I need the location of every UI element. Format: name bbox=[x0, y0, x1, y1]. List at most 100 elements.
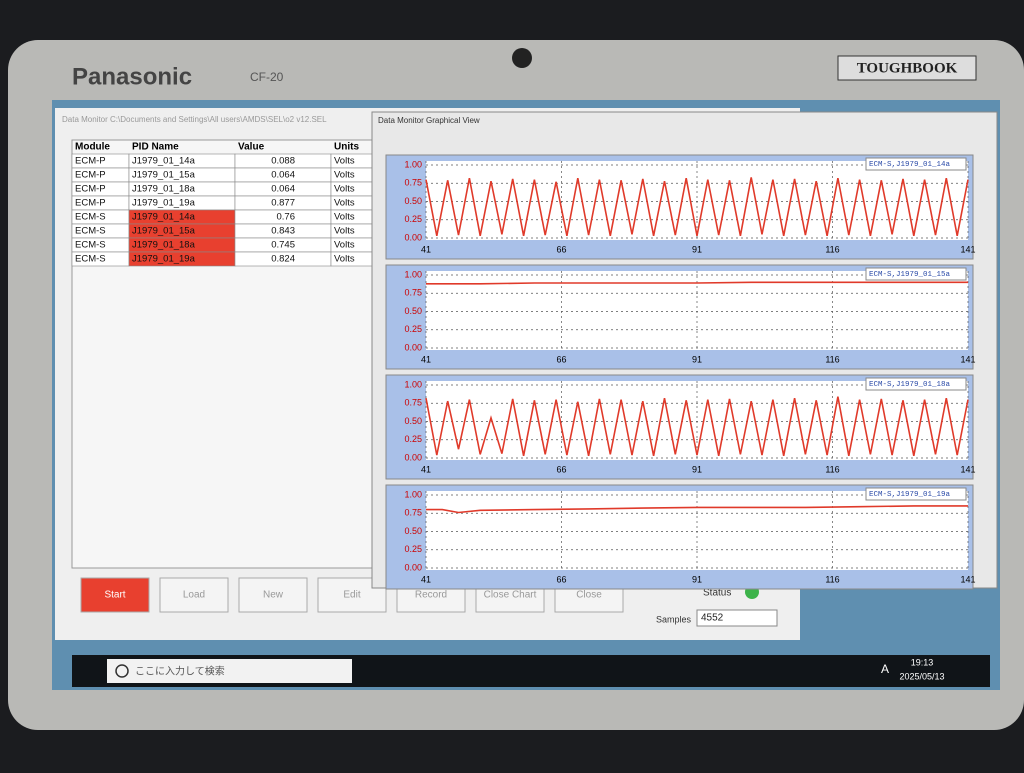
model: CF-20 bbox=[250, 70, 284, 84]
series-line bbox=[425, 396, 969, 456]
table-cell-text: Volts bbox=[334, 212, 355, 223]
table-cell-text: J1979_01_15a bbox=[132, 170, 196, 181]
y-tick-label: 0.00 bbox=[404, 452, 422, 462]
x-tick-label: 91 bbox=[692, 464, 702, 474]
table-cell-text: 0.824 bbox=[271, 254, 295, 265]
y-tick-label: 0.25 bbox=[404, 214, 422, 224]
y-tick-label: 0.50 bbox=[404, 416, 422, 426]
table-cell-text: Volts bbox=[334, 170, 355, 181]
button[interactable] bbox=[80, 577, 150, 613]
badge: TOUGHBOOK bbox=[857, 60, 958, 76]
table-cell-text: J1979_01_19a bbox=[132, 254, 196, 265]
y-tick-label: 1.00 bbox=[404, 159, 422, 169]
legend-entry: ECM-S,J1979_01_14a bbox=[869, 161, 951, 169]
y-tick-label: 0.50 bbox=[404, 526, 422, 536]
x-tick-label: 91 bbox=[692, 354, 702, 364]
x-tick-label: 41 bbox=[421, 244, 431, 254]
table-cell-text: 0.088 bbox=[271, 156, 295, 167]
legend-entry: ECM-S,J1979_01_19a bbox=[869, 491, 951, 499]
table-cell-text: ECM-P bbox=[75, 198, 106, 209]
legend-box bbox=[865, 267, 967, 281]
y-tick-label: 0.25 bbox=[404, 434, 422, 444]
x-tick-label: 141 bbox=[960, 464, 975, 474]
x-tick-label: 66 bbox=[556, 244, 566, 254]
x-tick-label: 41 bbox=[421, 464, 431, 474]
y-tick-label: 0.25 bbox=[404, 544, 422, 554]
button-label: Record bbox=[415, 590, 447, 601]
legend-box bbox=[865, 377, 967, 391]
button-label: Load bbox=[183, 590, 205, 601]
x-tick-label: 91 bbox=[692, 574, 702, 584]
y-tick-label: 0.25 bbox=[404, 324, 422, 334]
x-tick-label: 116 bbox=[825, 244, 839, 254]
table-cell-text: 0.745 bbox=[271, 240, 295, 251]
search-icon bbox=[115, 664, 129, 678]
button-label: New bbox=[263, 590, 284, 601]
legend-entry: ECM-S,J1979_01_18a bbox=[869, 381, 951, 389]
brand: Panasonic bbox=[72, 63, 192, 90]
y-tick-label: 0.00 bbox=[404, 342, 422, 352]
main-title: Data Monitor C:\Documents and Settings\A… bbox=[62, 115, 327, 124]
x-tick-label: 116 bbox=[825, 464, 839, 474]
samples-label: Samples bbox=[656, 614, 692, 624]
legend-box bbox=[865, 157, 967, 171]
table-header: Module bbox=[75, 142, 110, 153]
badge-box bbox=[837, 55, 977, 81]
table-cell-text: 0.064 bbox=[271, 184, 295, 195]
table-cell-text: ECM-S bbox=[75, 240, 106, 251]
series-line bbox=[426, 281, 968, 285]
table-cell-text: 0.877 bbox=[271, 198, 295, 209]
button[interactable] bbox=[238, 577, 308, 613]
table-cell-text: Volts bbox=[334, 184, 355, 195]
series-line bbox=[426, 505, 968, 514]
table-cell-text: J1979_01_14a bbox=[132, 156, 196, 167]
y-tick-label: 0.75 bbox=[404, 178, 422, 188]
x-tick-label: 141 bbox=[960, 244, 975, 254]
table-cell-text: Volts bbox=[334, 156, 355, 167]
clock-date: 2025/05/13 bbox=[899, 671, 944, 681]
button[interactable] bbox=[159, 577, 229, 613]
table-cell-text: 0.064 bbox=[271, 170, 295, 181]
y-tick-label: 1.00 bbox=[404, 269, 422, 279]
table-cell-text: ECM-P bbox=[75, 184, 106, 195]
button-label: Close Chart bbox=[484, 590, 537, 601]
table-cell-text: J1979_01_18a bbox=[132, 184, 196, 195]
y-tick-label: 0.50 bbox=[404, 196, 422, 206]
series-line bbox=[425, 177, 969, 236]
camera bbox=[512, 48, 532, 68]
legend-entry: ECM-S,J1979_01_15a bbox=[869, 271, 951, 279]
search-box[interactable] bbox=[107, 659, 352, 683]
y-tick-label: 0.75 bbox=[404, 508, 422, 518]
x-tick-label: 141 bbox=[960, 574, 975, 584]
table-cell-text: 0.76 bbox=[277, 212, 296, 223]
y-tick-label: 0.00 bbox=[404, 232, 422, 242]
button-label: Close bbox=[576, 590, 602, 601]
button-label: Edit bbox=[343, 590, 360, 601]
search-text: ここに入力して検索 bbox=[135, 665, 225, 678]
table-cell-text: J1979_01_14a bbox=[132, 212, 196, 223]
ime: A bbox=[881, 662, 889, 676]
x-tick-label: 66 bbox=[556, 354, 566, 364]
x-tick-label: 41 bbox=[421, 574, 431, 584]
table-cell-text: Volts bbox=[334, 226, 355, 237]
x-tick-label: 41 bbox=[421, 354, 431, 364]
table-cell-text: ECM-P bbox=[75, 156, 106, 167]
y-tick-label: 0.75 bbox=[404, 288, 422, 298]
table-cell-text: ECM-P bbox=[75, 170, 106, 181]
button-label: Start bbox=[104, 590, 125, 601]
y-tick-label: 1.00 bbox=[404, 379, 422, 389]
table-cell-text: 0.843 bbox=[271, 226, 295, 237]
x-tick-label: 66 bbox=[556, 464, 566, 474]
y-tick-label: 1.00 bbox=[404, 489, 422, 499]
table-cell-text: Volts bbox=[334, 240, 355, 251]
status-label: Status bbox=[703, 588, 731, 599]
clock-time: 19:13 bbox=[911, 657, 934, 667]
x-tick-label: 91 bbox=[692, 244, 702, 254]
samples-value: 4552 bbox=[701, 613, 724, 624]
table-cell-text: J1979_01_15a bbox=[132, 226, 196, 237]
x-tick-label: 66 bbox=[556, 574, 566, 584]
y-tick-label: 0.75 bbox=[404, 398, 422, 408]
table-header: Value bbox=[238, 142, 265, 153]
